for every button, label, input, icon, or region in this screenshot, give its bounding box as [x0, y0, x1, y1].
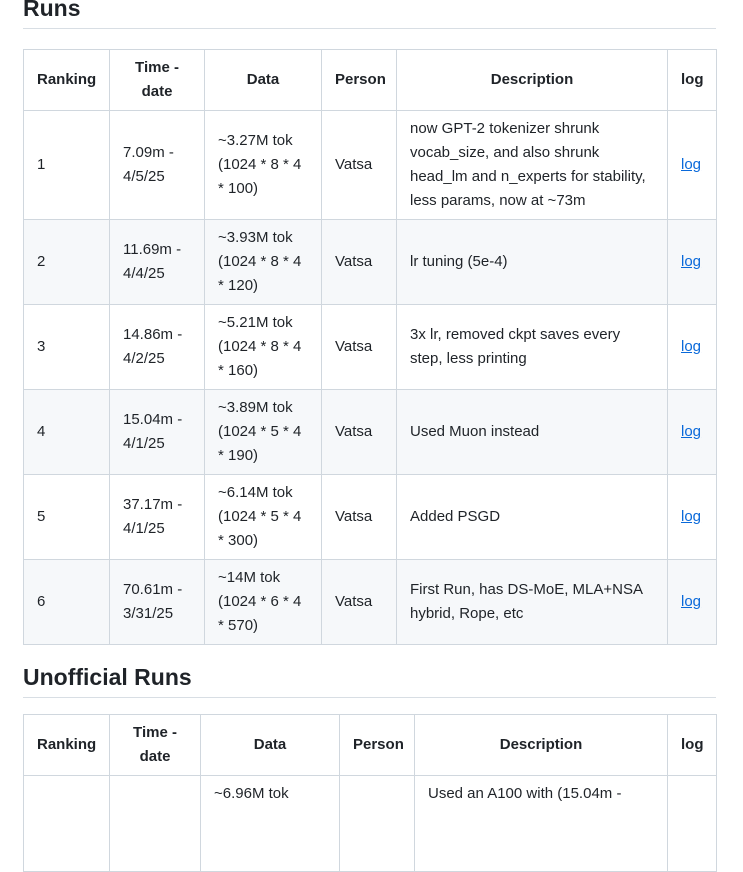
header-cell: Person	[321, 49, 397, 111]
log-cell	[667, 775, 717, 872]
description-cell: 3x lr, removed ckpt saves every step, le…	[396, 304, 668, 390]
description-cell: First Run, has DS-MoE, MLA+NSA hybrid, R…	[396, 559, 668, 645]
header-cell: log	[667, 49, 717, 111]
table-row: ~6.96M tok Used an A100 with (15.04m -	[23, 775, 717, 872]
header-cell: Ranking	[23, 714, 110, 776]
log-link[interactable]: log	[681, 338, 702, 355]
page: Runs Ranking Time - date Data Person Descript…	[23, 0, 717, 872]
section-heading: Unofficial Runs	[23, 663, 716, 698]
header-row: Ranking Time - date Data Person Description l…	[23, 714, 717, 776]
table-row: 2 11.69m - 4/4/25 ~3.93M tok (1024 * 8 * 4…	[23, 219, 717, 305]
person-cell: Vatsa	[321, 219, 397, 305]
header-cell: Person	[339, 714, 415, 776]
ranking-cell: 2	[23, 219, 110, 305]
header-cell: Ranking	[23, 49, 110, 111]
section-heading: Runs	[23, 0, 716, 29]
table-row: 4 15.04m - 4/1/25 ~3.89M tok (1024 * 5 * 4…	[23, 389, 717, 475]
header-cell: log	[667, 714, 717, 776]
runs-table: Ranking Time - date Data Person Description l…	[23, 49, 717, 645]
time-cell	[109, 775, 201, 872]
table-row: 6 70.61m - 3/31/25 ~14M tok (1024 * 6 * 4 …	[23, 559, 717, 645]
description-cell: now GPT-2 tokenizer shrunk vocab_size, a…	[396, 110, 668, 220]
header-cell: Data	[204, 49, 322, 111]
person-cell: Vatsa	[321, 110, 397, 220]
ranking-cell: 4	[23, 389, 110, 475]
header-cell: Time - date	[109, 714, 201, 776]
runs-table: Ranking Time - date Data Person Description l…	[23, 714, 717, 872]
person-cell: Vatsa	[321, 559, 397, 645]
time-cell: 15.04m - 4/1/25	[109, 389, 205, 475]
time-cell: 70.61m - 3/31/25	[109, 559, 205, 645]
ranking-cell: 5	[23, 474, 110, 560]
description-cell: Used Muon instead	[396, 389, 668, 475]
time-cell: 37.17m - 4/1/25	[109, 474, 205, 560]
log-cell: log	[667, 559, 717, 645]
log-cell: log	[667, 304, 717, 390]
time-cell: 7.09m - 4/5/25	[109, 110, 205, 220]
data-cell: ~6.96M tok	[200, 775, 340, 872]
description-cell: lr tuning (5e-4)	[396, 219, 668, 305]
time-cell: 14.86m - 4/2/25	[109, 304, 205, 390]
ranking-cell: 1	[23, 110, 110, 220]
person-cell: Vatsa	[321, 389, 397, 475]
time-cell: 11.69m - 4/4/25	[109, 219, 205, 305]
header-cell: Description	[396, 49, 668, 111]
person-cell: Vatsa	[321, 304, 397, 390]
log-cell: log	[667, 219, 717, 305]
ranking-cell: 6	[23, 559, 110, 645]
header-cell: Data	[200, 714, 340, 776]
log-link[interactable]: log	[681, 593, 702, 610]
log-cell: log	[667, 474, 717, 560]
table-row: 3 14.86m - 4/2/25 ~5.21M tok (1024 * 8 * 4…	[23, 304, 717, 390]
data-cell: ~6.14M tok (1024 * 5 * 4 * 300)	[204, 474, 322, 560]
header-cell: Time - date	[109, 49, 205, 111]
data-cell: ~3.93M tok (1024 * 8 * 4 * 120)	[204, 219, 322, 305]
ranking-cell: 3	[23, 304, 110, 390]
table-row: 1 7.09m - 4/5/25 ~3.27M tok (1024 * 8 * 4 …	[23, 110, 717, 220]
ranking-cell	[23, 775, 110, 872]
description-cell: Added PSGD	[396, 474, 668, 560]
log-link[interactable]: log	[681, 156, 702, 173]
log-link[interactable]: log	[681, 423, 702, 440]
person-cell	[339, 775, 415, 872]
table-row: 5 37.17m - 4/1/25 ~6.14M tok (1024 * 5 * 4…	[23, 474, 717, 560]
log-link[interactable]: log	[681, 508, 702, 525]
description-cell: Used an A100 with (15.04m -	[414, 775, 668, 872]
log-cell: log	[667, 110, 717, 220]
log-cell: log	[667, 389, 717, 475]
data-cell: ~3.27M tok (1024 * 8 * 4 * 100)	[204, 110, 322, 220]
header-row: Ranking Time - date Data Person Description l…	[23, 49, 717, 111]
data-cell: ~3.89M tok (1024 * 5 * 4 * 190)	[204, 389, 322, 475]
header-cell: Description	[414, 714, 668, 776]
log-link[interactable]: log	[681, 253, 702, 270]
person-cell: Vatsa	[321, 474, 397, 560]
data-cell: ~5.21M tok (1024 * 8 * 4 * 160)	[204, 304, 322, 390]
data-cell: ~14M tok (1024 * 6 * 4 * 570)	[204, 559, 322, 645]
